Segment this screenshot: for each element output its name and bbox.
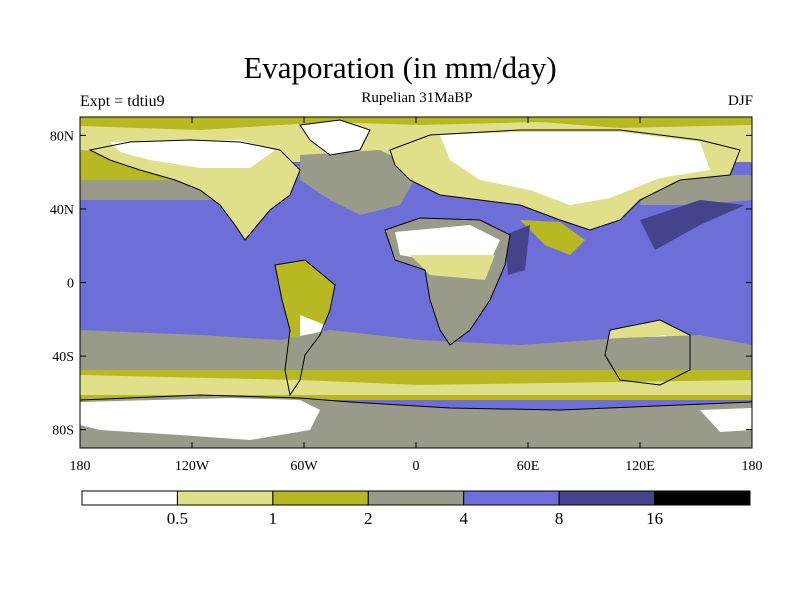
y-tick-label: 80S	[52, 424, 74, 439]
colorbar-swatch	[463, 490, 560, 506]
experiment-label: Expt = tdtiu9	[80, 93, 165, 110]
colorbar-swatch	[367, 490, 465, 506]
x-tick-label: 0	[413, 459, 420, 474]
map-subtitle: Rupelian 31MaBP	[361, 90, 473, 106]
season-label: DJF	[727, 93, 753, 109]
x-tick-label: 120W	[175, 459, 210, 474]
map-title: Evaporation (in mm/day)	[243, 50, 557, 85]
colorbar-swatch	[81, 490, 178, 506]
colorbar-swatch	[558, 490, 656, 506]
colorbar-swatch	[654, 490, 751, 506]
y-tick-label: 80N	[50, 129, 74, 144]
coastlines	[80, 119, 752, 411]
land-north-america-white	[110, 140, 275, 168]
field-natlantic-gray	[300, 150, 420, 215]
field-south-subtropic-gray	[80, 330, 752, 360]
colorbar-label: 2	[364, 509, 373, 528]
colorbar-label: 8	[555, 509, 564, 528]
axes: 180 120W 60W 0 60E 120E 180 80N 40N 0 40S 80S	[50, 117, 763, 474]
colorbar-label: 0.5	[167, 509, 188, 528]
field-arabian-darkblue	[505, 225, 530, 275]
colorbar-swatch	[176, 490, 274, 506]
land-greenland	[300, 120, 370, 155]
x-tick-label: 120E	[625, 459, 655, 474]
land-sahel-yellow	[410, 255, 495, 280]
y-tick-label: 40N	[50, 203, 74, 218]
x-tick-label: 180	[742, 459, 763, 474]
field-southern-yellow	[80, 375, 752, 395]
y-tick-label: 40S	[52, 350, 74, 365]
colorbar-label: 16	[646, 509, 663, 528]
x-tick-label: 180	[70, 459, 91, 474]
map-field	[80, 117, 752, 448]
x-tick-label: 60W	[290, 459, 318, 474]
land-antarctica-east-white	[700, 408, 752, 432]
colorbar-label: 1	[269, 509, 278, 528]
y-tick-label: 0	[67, 277, 74, 292]
colorbar: 0.5 1 2 4 8 16	[81, 490, 751, 528]
colorbar-label: 4	[459, 509, 468, 528]
field-kuroshio-darkblue	[640, 200, 745, 250]
land-eurasia-white	[440, 132, 710, 205]
colorbar-swatch	[272, 490, 369, 506]
land-antarctica-white	[80, 398, 320, 440]
x-tick-label: 60E	[517, 459, 540, 474]
land-sahara-white	[395, 225, 500, 262]
land-india-olive	[520, 220, 585, 255]
field-arctic-olive	[80, 117, 752, 130]
